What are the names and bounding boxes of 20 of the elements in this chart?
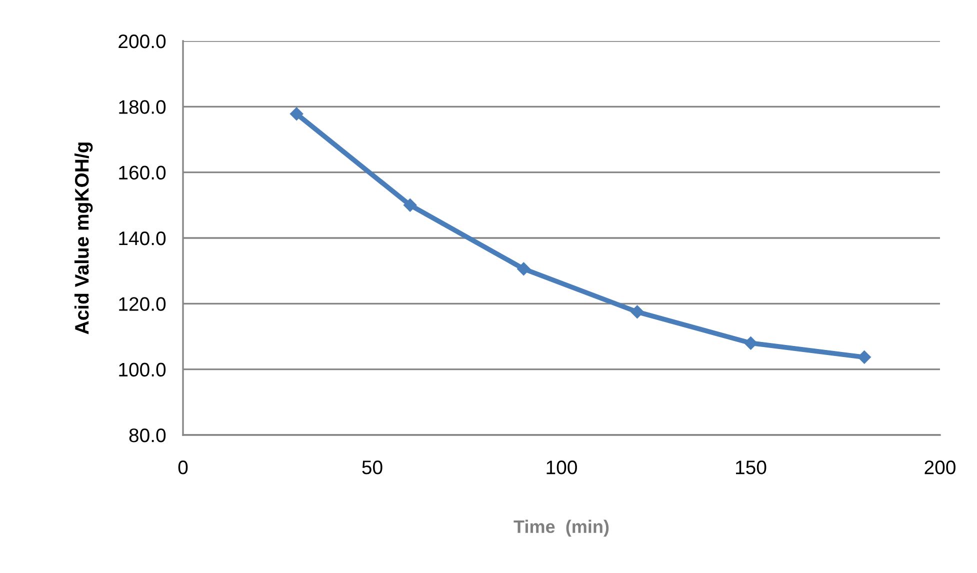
point	[290, 107, 304, 120]
y-tick-label: 80.0	[129, 428, 166, 442]
y-tick-label: 180.0	[119, 100, 166, 114]
y-tick-label: 200.0	[118, 34, 166, 48]
point	[858, 350, 871, 364]
x-tick-label: 150	[736, 460, 766, 474]
point	[404, 198, 417, 212]
y-tick-label: 140.0	[119, 231, 166, 246]
point	[517, 262, 530, 276]
x-tick-label: 200	[924, 460, 956, 474]
y-tick-label: 100.0	[119, 362, 166, 377]
y-axis-title: Acid Value mgKOH/g	[74, 142, 93, 334]
y-tick-label: 120.0	[119, 297, 166, 311]
x-tick-label: 100	[546, 460, 577, 474]
y-tick-label: 160.0	[119, 166, 166, 180]
x-axis-title: Time (min)	[514, 520, 609, 537]
x-tick-label: 0	[178, 460, 188, 474]
point	[630, 305, 644, 318]
x-tick-label: 50	[362, 460, 382, 474]
point	[744, 336, 758, 350]
